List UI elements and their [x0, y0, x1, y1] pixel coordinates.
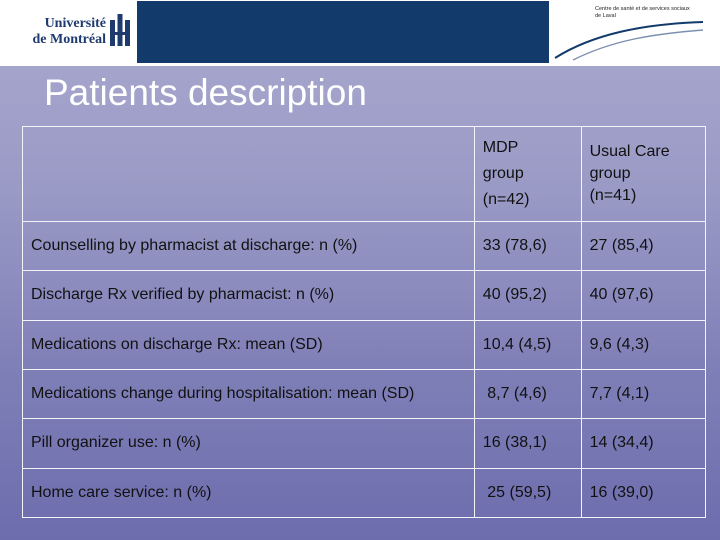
- udem-shield-icon: [110, 14, 130, 46]
- row-label: Home care service: n (%): [22, 467, 475, 519]
- slide-title: Patients description: [44, 72, 367, 113]
- logo-text-line2: de Montréal: [32, 32, 106, 47]
- swoosh-icon: [554, 21, 704, 61]
- table-header-row: MDP group (n=42) Usual Care group (n=41): [22, 126, 707, 222]
- header-empty-cell: [22, 126, 475, 222]
- row-uc-value: 14 (34,4): [580, 418, 707, 469]
- partner-text-line2: de Laval: [595, 13, 616, 19]
- row-uc-value: 9,6 (4,3): [580, 319, 707, 370]
- row-mdp-value: 40 (95,2): [473, 270, 582, 321]
- table-row: Home care service: n (%) 25 (59,5) 16 (3…: [22, 467, 707, 519]
- row-uc-value: 16 (39,0): [580, 467, 707, 519]
- patients-table-container: MDP group (n=42) Usual Care group (n=41)…: [22, 126, 707, 519]
- header-mdp-group: MDP group (n=42): [473, 126, 582, 222]
- partner-logo: Centre de santé et de services sociaux d…: [553, 4, 713, 64]
- header-usual-care-group: Usual Care group (n=41): [580, 126, 707, 222]
- row-mdp-value: 25 (59,5): [473, 467, 582, 519]
- row-mdp-value: 10,4 (4,5): [473, 319, 582, 370]
- table-row: Medications change during hospitalisatio…: [22, 368, 707, 420]
- header-uc-line3: (n=41): [589, 187, 637, 204]
- patients-table: MDP group (n=42) Usual Care group (n=41)…: [22, 126, 707, 519]
- partner-text-line1: Centre de santé et de services sociaux: [595, 6, 690, 12]
- header-uc-line2: group: [589, 165, 631, 182]
- row-label: Counselling by pharmacist at discharge: …: [22, 220, 475, 272]
- row-label: Discharge Rx verified by pharmacist: n (…: [22, 270, 475, 321]
- table-row: Counselling by pharmacist at discharge: …: [22, 220, 707, 272]
- table-row: Pill organizer use: n (%) 16 (38,1) 14 (…: [22, 418, 707, 469]
- row-uc-value: 27 (85,4): [580, 220, 707, 272]
- row-label: Medications on discharge Rx: mean (SD): [22, 319, 475, 370]
- row-label: Medications change during hospitalisatio…: [22, 368, 475, 420]
- table-row: Medications on discharge Rx: mean (SD) 1…: [22, 319, 707, 370]
- header-blue-band: [137, 1, 549, 63]
- logo-text-line1: Université: [44, 16, 106, 31]
- row-mdp-value: 8,7 (4,6): [473, 368, 582, 420]
- row-uc-value: 40 (97,6): [580, 270, 707, 321]
- header-uc-line1: Usual Care: [589, 143, 670, 160]
- header-mdp-line2: group: [482, 165, 524, 182]
- header-mdp-line3: (n=42): [482, 191, 530, 208]
- row-uc-value: 7,7 (4,1): [580, 368, 707, 420]
- table-row: Discharge Rx verified by pharmacist: n (…: [22, 270, 707, 321]
- header-mdp-line1: MDP: [482, 139, 519, 156]
- slide-header: Université de Montréal Centre de santé e…: [0, 0, 720, 66]
- row-label: Pill organizer use: n (%): [22, 418, 475, 469]
- universite-de-montreal-logo: Université de Montréal: [20, 10, 132, 56]
- row-mdp-value: 16 (38,1): [473, 418, 582, 469]
- row-mdp-value: 33 (78,6): [473, 220, 582, 272]
